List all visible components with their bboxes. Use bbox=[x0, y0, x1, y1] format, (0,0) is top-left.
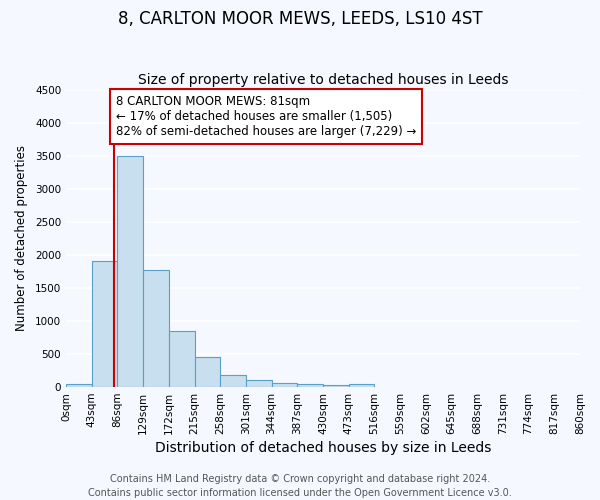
Bar bbox=[246, 380, 272, 387]
Bar bbox=[323, 385, 349, 387]
Title: Size of property relative to detached houses in Leeds: Size of property relative to detached ho… bbox=[138, 73, 508, 87]
Bar bbox=[92, 262, 118, 387]
Bar bbox=[169, 331, 194, 387]
Text: 8 CARLTON MOOR MEWS: 81sqm
← 17% of detached houses are smaller (1,505)
82% of s: 8 CARLTON MOOR MEWS: 81sqm ← 17% of deta… bbox=[116, 95, 416, 138]
Bar bbox=[194, 358, 220, 387]
X-axis label: Distribution of detached houses by size in Leeds: Distribution of detached houses by size … bbox=[155, 441, 491, 455]
Bar bbox=[143, 270, 169, 387]
Bar bbox=[349, 384, 374, 387]
Bar bbox=[118, 156, 143, 387]
Y-axis label: Number of detached properties: Number of detached properties bbox=[15, 146, 28, 332]
Text: 8, CARLTON MOOR MEWS, LEEDS, LS10 4ST: 8, CARLTON MOOR MEWS, LEEDS, LS10 4ST bbox=[118, 10, 482, 28]
Text: Contains HM Land Registry data © Crown copyright and database right 2024.
Contai: Contains HM Land Registry data © Crown c… bbox=[88, 474, 512, 498]
Bar bbox=[272, 383, 298, 387]
Bar bbox=[66, 384, 92, 387]
Bar bbox=[220, 376, 246, 387]
Bar bbox=[298, 384, 323, 387]
